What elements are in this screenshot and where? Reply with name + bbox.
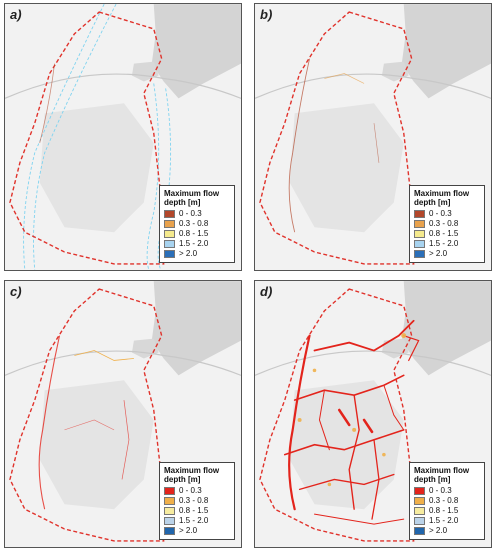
swatch-2 [164, 230, 175, 238]
map-panel-c: c) Maximum flow depth [m] 0 - 0.3 0.3 - … [4, 280, 242, 548]
legend-row: 1.5 - 2.0 [414, 239, 480, 249]
road [5, 73, 241, 99]
legend-title-line1: Maximum flow [414, 466, 470, 475]
swatch-4 [164, 527, 175, 535]
legend-row: 0.8 - 1.5 [414, 229, 480, 239]
map-panel-a: a) Maximum flow depth [m] 0 - 0.3 0.3 - … [4, 3, 242, 271]
legend-title-line2: depth [m] [164, 198, 201, 207]
legend-class-label: > 2.0 [179, 526, 198, 536]
legend-box: Maximum flow depth [m] 0 - 0.3 0.3 - 0.8… [159, 462, 235, 540]
flow-path [288, 58, 310, 233]
swatch-0 [164, 210, 175, 218]
catchment-boundary [9, 288, 165, 542]
flow-path [38, 335, 61, 510]
swatch-0 [414, 210, 425, 218]
legend-class-label: 1.5 - 2.0 [429, 239, 459, 249]
swatch-3 [164, 240, 175, 248]
legend-box: Maximum flow depth [m] 0 - 0.3 0.3 - 0.8… [409, 185, 485, 263]
legend-row: 1.5 - 2.0 [164, 239, 230, 249]
legend-row: > 2.0 [164, 526, 230, 536]
legend-class-label: 0 - 0.3 [179, 486, 202, 496]
legend-class-label: 0.3 - 0.8 [179, 219, 209, 229]
swatch-1 [414, 497, 425, 505]
legend-class-label: 0.3 - 0.8 [429, 496, 459, 506]
legend-title-line1: Maximum flow [164, 466, 220, 475]
legend-row: 0 - 0.3 [414, 486, 480, 496]
legend-class-label: > 2.0 [429, 249, 448, 259]
swatch-3 [414, 240, 425, 248]
legend-class-label: > 2.0 [179, 249, 198, 259]
legend-row: 0 - 0.3 [164, 209, 230, 219]
legend-title: Maximum flow depth [m] [164, 466, 230, 484]
swatch-4 [414, 250, 425, 258]
panel-label: b) [260, 7, 273, 22]
map-panel-b: b) Maximum flow depth [m] 0 - 0.3 0.3 - … [254, 3, 492, 271]
settlement-area [39, 103, 154, 233]
legend-row: 0.8 - 1.5 [164, 229, 230, 239]
panel-label: d) [260, 284, 273, 299]
swatch-1 [164, 220, 175, 228]
catchment-boundary [259, 288, 415, 542]
swatch-1 [414, 220, 425, 228]
swatch-2 [414, 507, 425, 515]
legend-class-label: 0.3 - 0.8 [179, 496, 209, 506]
legend-class-label: 1.5 - 2.0 [179, 239, 209, 249]
legend-box: Maximum flow depth [m] 0 - 0.3 0.3 - 0.8… [409, 462, 485, 540]
legend-row: 0 - 0.3 [164, 486, 230, 496]
swatch-3 [164, 517, 175, 525]
legend-class-label: 0.3 - 0.8 [429, 219, 459, 229]
legend-title: Maximum flow depth [m] [164, 189, 230, 207]
swatch-3 [414, 517, 425, 525]
legend-class-label: 0 - 0.3 [429, 486, 452, 496]
legend-class-label: 0.8 - 1.5 [429, 229, 459, 239]
legend-title-line2: depth [m] [164, 475, 201, 484]
legend-title: Maximum flow depth [m] [414, 466, 480, 484]
legend-row: 0.3 - 0.8 [164, 496, 230, 506]
panel-label: a) [10, 7, 22, 22]
legend-row: 0 - 0.3 [414, 209, 480, 219]
map-a-canvas [5, 4, 241, 270]
legend-class-label: 0.8 - 1.5 [429, 506, 459, 516]
legend-row: 0.8 - 1.5 [164, 506, 230, 516]
legend-title-line2: depth [m] [414, 198, 451, 207]
swatch-4 [164, 250, 175, 258]
legend-class-label: 0.8 - 1.5 [179, 506, 209, 516]
legend-class-label: > 2.0 [429, 526, 448, 536]
legend-row: > 2.0 [414, 526, 480, 536]
legend-class-label: 0 - 0.3 [179, 209, 202, 219]
legend-row: > 2.0 [164, 249, 230, 259]
urban-area-ne [151, 4, 241, 99]
flow-network [283, 319, 420, 525]
legend-title: Maximum flow depth [m] [414, 189, 480, 207]
legend-row: 0.3 - 0.8 [414, 496, 480, 506]
swatch-2 [164, 507, 175, 515]
legend-class-label: 0 - 0.3 [429, 209, 452, 219]
legend-title-line1: Maximum flow [414, 189, 470, 198]
catchment-boundary [9, 11, 165, 265]
legend-title-line2: depth [m] [414, 475, 451, 484]
swatch-2 [414, 230, 425, 238]
swatch-0 [414, 487, 425, 495]
legend-row: 0.8 - 1.5 [414, 506, 480, 516]
panel-label: c) [10, 284, 22, 299]
legend-class-label: 1.5 - 2.0 [179, 516, 209, 526]
swatch-0 [164, 487, 175, 495]
legend-row: 1.5 - 2.0 [164, 516, 230, 526]
legend-row: 1.5 - 2.0 [414, 516, 480, 526]
catchment-boundary [259, 11, 415, 265]
legend-row: > 2.0 [414, 249, 480, 259]
swatch-1 [164, 497, 175, 505]
map-panel-d: d) Maximum flow depth [m] 0 - 0.3 0.3 - … [254, 280, 492, 548]
legend-row: 0.3 - 0.8 [164, 219, 230, 229]
legend-box: Maximum flow depth [m] 0 - 0.3 0.3 - 0.8… [159, 185, 235, 263]
legend-class-label: 1.5 - 2.0 [429, 516, 459, 526]
map-d-canvas [255, 281, 491, 547]
legend-row: 0.3 - 0.8 [414, 219, 480, 229]
legend-title-line1: Maximum flow [164, 189, 220, 198]
swatch-4 [414, 527, 425, 535]
legend-class-label: 0.8 - 1.5 [179, 229, 209, 239]
